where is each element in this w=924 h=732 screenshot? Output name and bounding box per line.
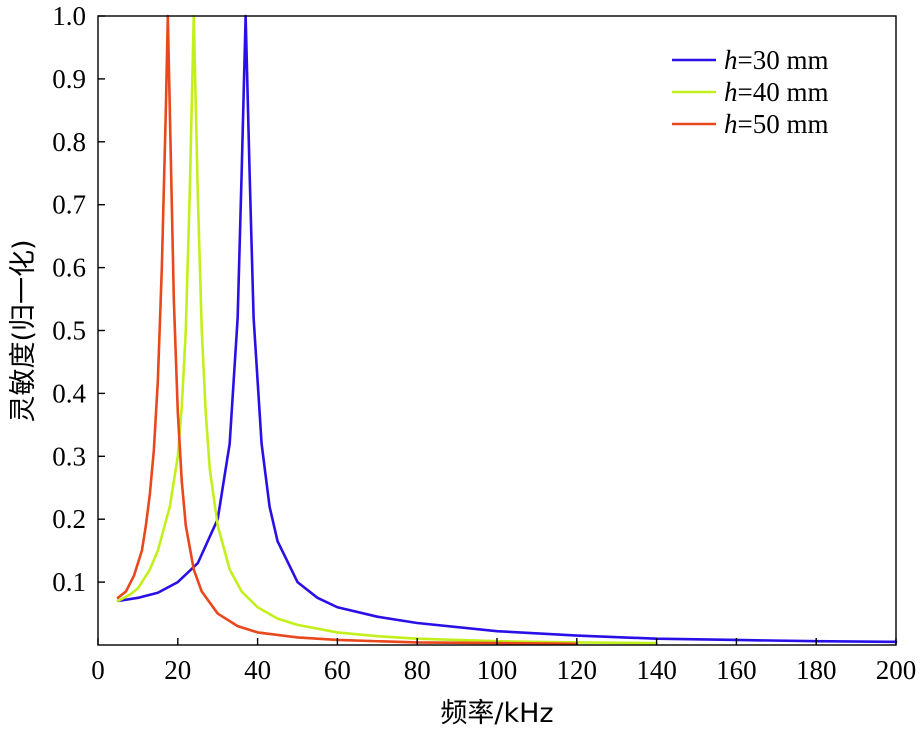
x-tick-label: 180 bbox=[796, 655, 837, 685]
tick-layer: 0 20 40 60 80 100 120 140 160 180 200 0.1 0.2 0.3 0.4 0… bbox=[52, 1, 916, 685]
x-tick-label: 80 bbox=[404, 655, 431, 685]
x-tick-label: 120 bbox=[557, 655, 598, 685]
series-layer bbox=[116, 14, 898, 646]
legend: h=30 mmh=40 mmh=50 mm bbox=[672, 45, 828, 139]
y-tick-label: 0.3 bbox=[52, 441, 86, 471]
y-tick-label: 0.1 bbox=[52, 567, 86, 597]
series-line-3 bbox=[116, 14, 579, 646]
x-tick-label: 20 bbox=[164, 655, 191, 685]
x-tick-label: 0 bbox=[91, 655, 105, 685]
y-tick-label: 0.8 bbox=[52, 127, 86, 157]
y-tick-label: 0.9 bbox=[52, 64, 86, 94]
x-axis-label: 频率/kHz bbox=[440, 698, 553, 729]
x-tick-label: 60 bbox=[324, 655, 351, 685]
x-tick-label: 140 bbox=[636, 655, 677, 685]
series-line-1 bbox=[116, 14, 898, 644]
x-tick-label: 100 bbox=[477, 655, 518, 685]
legend-entry-1: h=30 mm bbox=[724, 45, 828, 75]
x-tick-label: 200 bbox=[876, 655, 917, 685]
y-tick-label: 0.2 bbox=[52, 504, 86, 534]
y-tick-label: 0.7 bbox=[52, 190, 86, 220]
legend-entry-2: h=40 mm bbox=[724, 77, 828, 107]
y-tick-label: 1.0 bbox=[52, 1, 86, 31]
y-tick-label: 0.5 bbox=[52, 316, 86, 346]
x-tick-label: 40 bbox=[244, 655, 271, 685]
y-axis-label: 灵敏度(归一化) bbox=[8, 239, 39, 422]
legend-entry-3: h=50 mm bbox=[724, 109, 828, 139]
x-tick-label: 160 bbox=[716, 655, 757, 685]
y-tick-label: 0.4 bbox=[52, 378, 86, 408]
y-tick-label: 0.6 bbox=[52, 253, 86, 283]
series-line-2 bbox=[116, 14, 658, 645]
